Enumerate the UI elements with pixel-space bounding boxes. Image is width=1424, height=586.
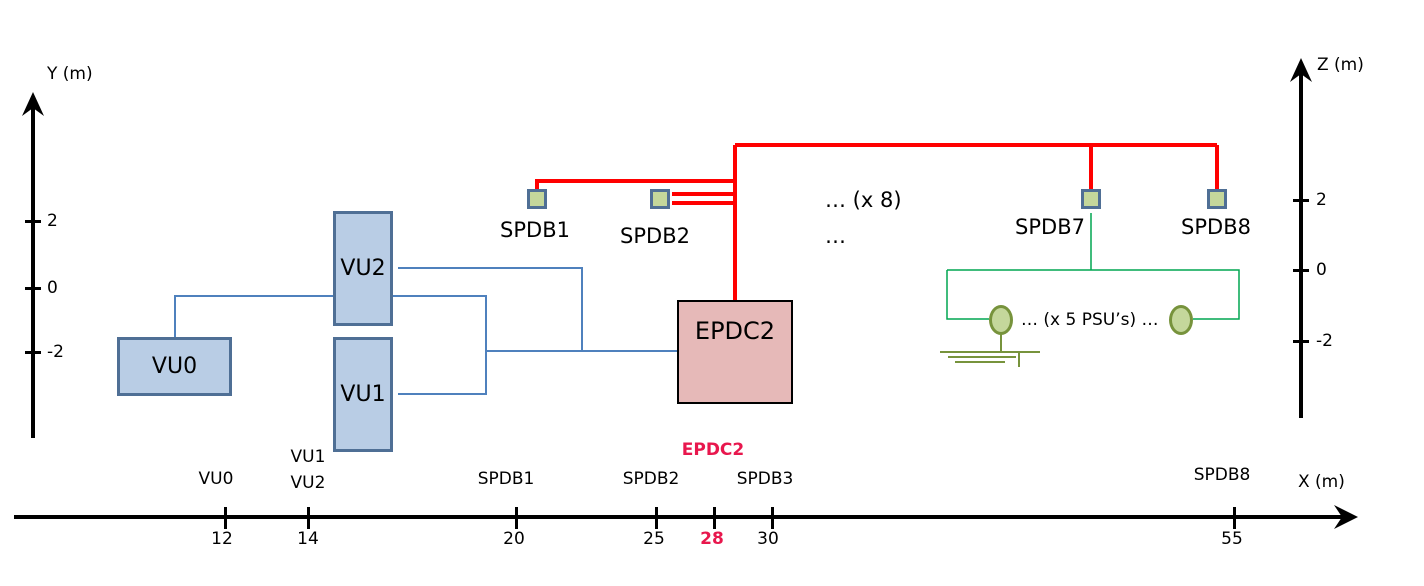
y-tick-mark xyxy=(25,351,41,354)
x-tick-mark xyxy=(307,507,310,529)
y-tick-mark xyxy=(25,287,41,290)
power-lines xyxy=(535,143,1219,300)
z-tick-mark xyxy=(1293,340,1309,343)
vu0-label: VU0 xyxy=(151,354,198,379)
x-tick-label: 25 xyxy=(643,529,665,549)
x-tick-mark xyxy=(515,507,518,529)
x-tick-mark xyxy=(713,507,716,529)
x-tick-label-highlight: 28 xyxy=(700,529,724,549)
x-marker-epdc2: EPDC2 xyxy=(681,440,745,460)
z-tick-label: -2 xyxy=(1316,331,1333,351)
spdb7-label: SPDB7 xyxy=(1015,215,1085,239)
x-marker-vu0: VU0 xyxy=(198,469,234,489)
psu-lines xyxy=(946,213,1240,320)
x-tick-label: 20 xyxy=(503,529,525,549)
psu-last xyxy=(1169,305,1193,335)
y-tick-label: 0 xyxy=(47,278,58,298)
x-tick-label: 12 xyxy=(211,529,233,549)
y-axis xyxy=(22,92,44,438)
x-tick-mark xyxy=(771,507,774,529)
x-tick-label: 30 xyxy=(757,529,779,549)
spdb8-box xyxy=(1207,189,1227,209)
x-marker-vu1: VU1 xyxy=(290,447,326,467)
x-tick-mark xyxy=(224,507,227,529)
x-tick-label: 55 xyxy=(1221,529,1243,549)
spdb8-label: SPDB8 xyxy=(1181,215,1251,239)
epdc2-label: EPDC2 xyxy=(694,317,776,345)
x-marker-vu2: VU2 xyxy=(290,473,326,493)
vu1-unit: VU1 xyxy=(333,337,393,452)
epdc2-unit: EPDC2 xyxy=(677,300,793,404)
x-axis-title: X (m) xyxy=(1298,472,1345,492)
x-tick-mark xyxy=(1233,507,1236,529)
x-marker-spdb8: SPDB8 xyxy=(1193,465,1251,485)
x-marker-spdb2: SPDB2 xyxy=(622,469,680,489)
spdb2-label: SPDB2 xyxy=(620,224,690,248)
x-axis xyxy=(14,505,1358,529)
spdb7-box xyxy=(1081,189,1101,209)
spdb2-box xyxy=(650,189,670,209)
x-tick-mark xyxy=(655,507,658,529)
vu0-unit: VU0 xyxy=(117,337,232,396)
spdb1-label: SPDB1 xyxy=(500,218,570,242)
y-axis-title: Y (m) xyxy=(47,64,93,84)
psu-count-note: … (x 5 PSU’s) … xyxy=(1021,310,1159,330)
x-tick-label: 14 xyxy=(297,529,319,549)
z-axis-title: Z (m) xyxy=(1317,55,1364,75)
spdb-count-note: … (x 8) xyxy=(825,188,902,212)
spdb1-box xyxy=(527,189,547,209)
vu1-label: VU1 xyxy=(340,382,386,407)
ground-symbol xyxy=(940,334,1040,367)
y-tick-mark xyxy=(25,220,41,223)
data-lines xyxy=(174,267,678,395)
z-axis xyxy=(1290,58,1312,418)
z-tick-mark xyxy=(1293,269,1309,272)
vu2-unit: VU2 xyxy=(333,211,393,326)
spdb-ellipsis: … xyxy=(825,224,846,248)
z-tick-label: 0 xyxy=(1316,260,1327,280)
x-marker-spdb3: SPDB3 xyxy=(736,469,794,489)
z-tick-mark xyxy=(1293,199,1309,202)
vu2-label: VU2 xyxy=(340,256,386,281)
psu-first xyxy=(989,305,1013,335)
y-tick-label: 2 xyxy=(47,211,58,231)
x-marker-spdb1: SPDB1 xyxy=(477,469,535,489)
y-tick-label: -2 xyxy=(47,342,64,362)
z-tick-label: 2 xyxy=(1316,190,1327,210)
